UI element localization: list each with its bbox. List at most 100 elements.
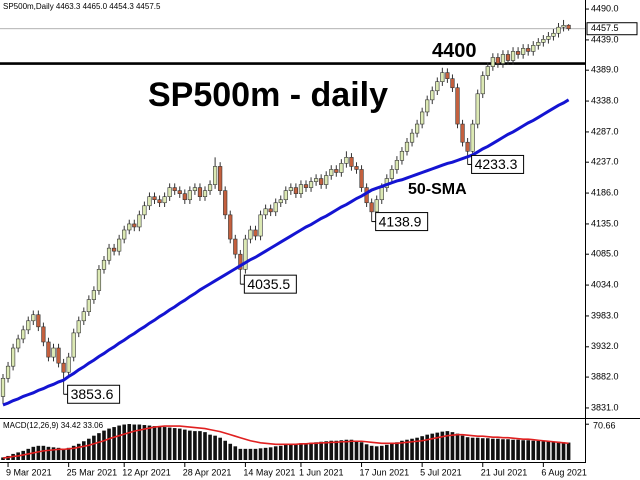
macd-bar bbox=[213, 435, 217, 460]
macd-bar bbox=[425, 434, 429, 460]
macd-bar bbox=[278, 445, 283, 460]
candle-body bbox=[349, 157, 354, 167]
macd-bar bbox=[460, 435, 465, 460]
macd-bar bbox=[430, 433, 435, 460]
candle-body bbox=[122, 229, 127, 240]
x-tick-label: 21 Jul 2021 bbox=[481, 467, 528, 477]
macd-bar bbox=[127, 424, 132, 460]
macd-bar bbox=[379, 445, 384, 460]
candle-body bbox=[137, 214, 142, 228]
macd-bar bbox=[122, 424, 126, 460]
macd-bar bbox=[71, 445, 76, 460]
candle-body bbox=[399, 150, 405, 161]
candle-body bbox=[303, 184, 309, 188]
candle-body bbox=[298, 184, 304, 194]
candle-body bbox=[414, 123, 420, 134]
y-tick-label: 4439.0 bbox=[591, 34, 619, 44]
macd-bar bbox=[566, 442, 571, 460]
macd-bar bbox=[193, 431, 197, 460]
candle-body bbox=[485, 66, 490, 76]
macd-bar bbox=[87, 438, 91, 460]
chart-header: SP500m,Daily 4463.3 4465.0 4454.3 4457.5 bbox=[3, 2, 161, 11]
macd-bar bbox=[364, 444, 369, 460]
candle-body bbox=[147, 196, 152, 207]
candle-body bbox=[228, 214, 233, 240]
macd-bar bbox=[102, 430, 106, 460]
data-label-box bbox=[375, 212, 429, 232]
candle-body bbox=[404, 141, 410, 152]
candle-body bbox=[435, 81, 440, 92]
macd-bar bbox=[46, 446, 51, 460]
candle-body bbox=[253, 229, 258, 237]
macd-bar bbox=[400, 440, 404, 460]
chart-title: SP500m - daily bbox=[148, 76, 388, 114]
candle-body bbox=[187, 190, 192, 201]
candle-body bbox=[273, 202, 278, 213]
candle-body bbox=[76, 320, 81, 334]
macd-bar bbox=[390, 443, 394, 460]
data-label-box bbox=[243, 274, 297, 294]
macd-bar bbox=[198, 431, 202, 460]
candle-body bbox=[238, 253, 243, 270]
candle-body bbox=[500, 54, 506, 64]
candle-body bbox=[157, 199, 162, 204]
candle-body bbox=[475, 93, 480, 125]
candle-body bbox=[61, 362, 66, 373]
macd-bar bbox=[501, 439, 505, 460]
candle-body bbox=[465, 141, 470, 152]
y-tick-label: 70.66 bbox=[593, 421, 616, 431]
y-tick-label: 4085.0 bbox=[591, 249, 619, 259]
candle-body bbox=[223, 190, 228, 216]
macd-bar bbox=[289, 444, 293, 460]
candle-body bbox=[26, 320, 31, 331]
macd-bar bbox=[405, 439, 409, 460]
candle-body bbox=[91, 290, 96, 300]
macd-bar bbox=[51, 447, 56, 460]
candle-body bbox=[354, 166, 359, 170]
candle-body bbox=[546, 35, 551, 40]
macd-bar bbox=[561, 442, 566, 460]
sma-line bbox=[2, 98, 570, 407]
candle-body bbox=[374, 199, 379, 213]
candle-body bbox=[329, 169, 334, 176]
candle-body bbox=[308, 181, 314, 188]
macd-bar bbox=[273, 446, 278, 460]
macd-bar bbox=[420, 436, 424, 460]
x-tick-label: 5 Jul 2021 bbox=[420, 467, 462, 477]
candle-body bbox=[248, 229, 253, 240]
candle-body bbox=[96, 269, 102, 291]
macd-bar bbox=[359, 442, 364, 460]
candle-body bbox=[526, 48, 531, 52]
macd-bar bbox=[142, 425, 147, 460]
candle-body bbox=[288, 187, 293, 191]
macd-bar bbox=[243, 448, 248, 460]
candle-body bbox=[197, 187, 203, 197]
macd-bar bbox=[233, 446, 238, 460]
candle-body bbox=[142, 205, 147, 216]
candle-body bbox=[551, 32, 556, 37]
macd-bar bbox=[445, 431, 450, 460]
macd-bar bbox=[455, 433, 460, 460]
candle-body bbox=[510, 51, 516, 61]
macd-bar bbox=[147, 425, 152, 460]
macd-bar bbox=[339, 440, 344, 460]
macd-bar bbox=[516, 439, 520, 460]
candle-body bbox=[213, 166, 218, 185]
y-tick-label: 4389.0 bbox=[591, 65, 619, 75]
macd-bar bbox=[531, 440, 536, 460]
candle-body bbox=[263, 208, 268, 216]
candle-body bbox=[66, 356, 71, 373]
candle-body bbox=[450, 78, 455, 89]
macd-bar bbox=[541, 441, 546, 460]
macd-bar bbox=[218, 437, 222, 460]
candle-body bbox=[394, 160, 400, 170]
macd-bar bbox=[440, 431, 445, 460]
candle-body bbox=[425, 99, 430, 113]
candle-body bbox=[319, 178, 324, 185]
y-tick-label: 3882.0 bbox=[591, 371, 619, 381]
macd-bar bbox=[223, 440, 227, 460]
y-tick-label: 4287.0 bbox=[591, 126, 619, 136]
candle-body bbox=[86, 299, 91, 313]
sma-label: 50-SMA bbox=[408, 181, 467, 198]
candle-body bbox=[112, 247, 117, 252]
